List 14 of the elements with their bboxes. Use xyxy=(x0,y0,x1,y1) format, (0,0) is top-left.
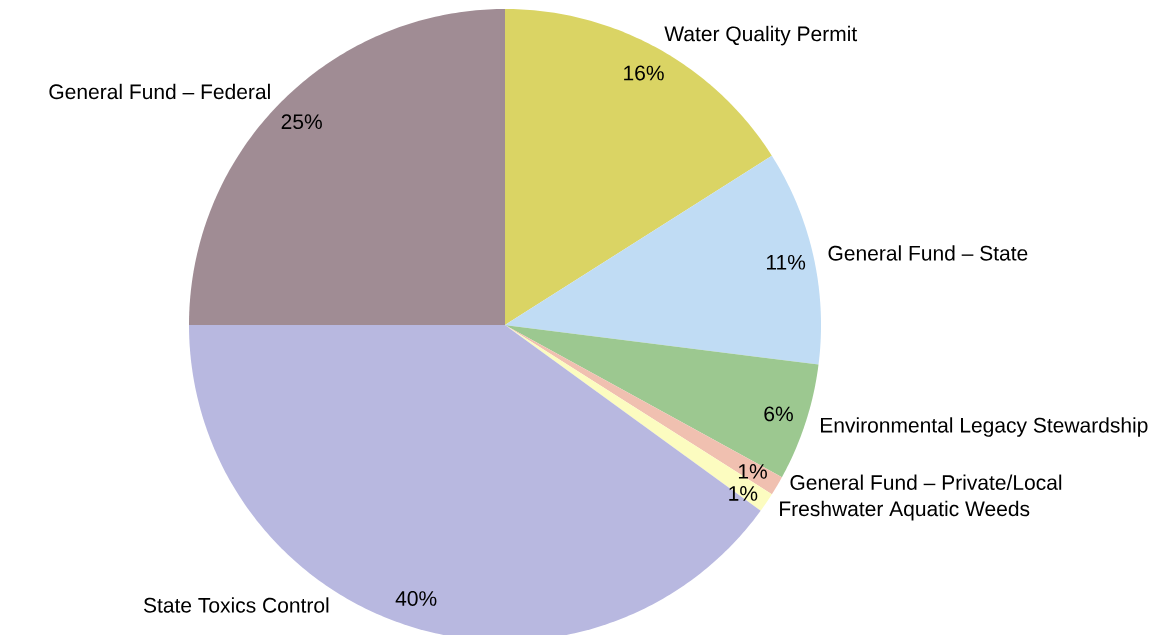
slice-label: State Toxics Control xyxy=(143,597,329,613)
data-label: 11% xyxy=(767,254,806,270)
slice-label: General Fund – Private/Local xyxy=(790,474,1062,490)
slice-label: Freshwater Aquatic Weeds xyxy=(780,500,1030,521)
slice-label: General Fund – State xyxy=(828,245,1028,261)
slice-label: Environmental Legacy Stewardship xyxy=(821,417,1148,437)
slice-label: General Fund – Federal xyxy=(49,83,270,100)
data-label: 40% xyxy=(395,591,437,606)
data-label: 25% xyxy=(281,114,322,130)
data-label: 1% xyxy=(738,464,767,479)
slice-label: Water Quality Permit xyxy=(664,25,858,46)
data-label: 6% xyxy=(764,406,793,422)
data-label: 1% xyxy=(729,486,758,501)
data-label: 16% xyxy=(624,65,664,81)
